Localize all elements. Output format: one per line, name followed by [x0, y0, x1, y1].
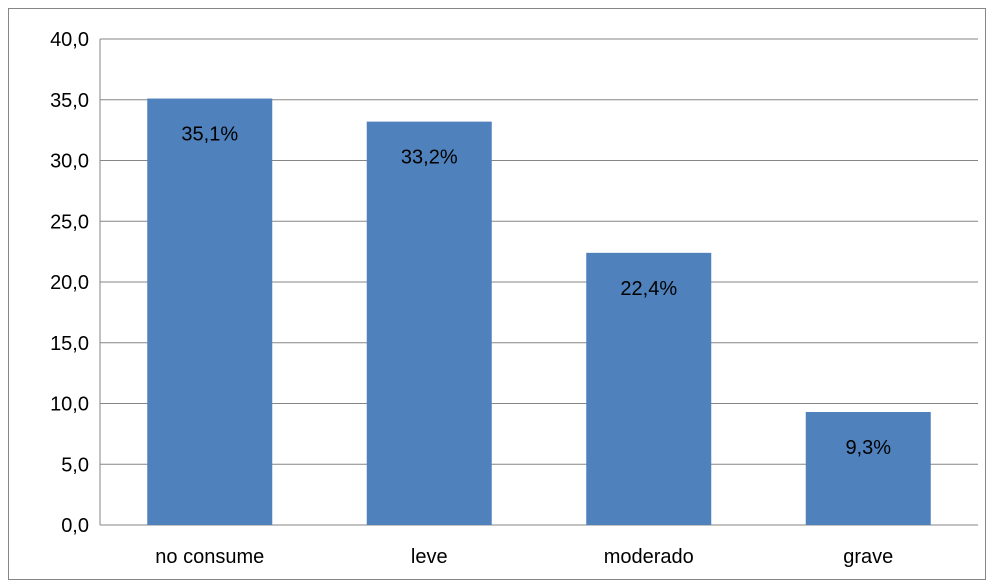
bar-leve [366, 121, 492, 526]
x-axis-categories: no consume leve moderado grave [155, 546, 893, 568]
bar-grave [805, 412, 931, 525]
bar-moderado [586, 252, 712, 525]
x-category-label: leve [411, 546, 448, 568]
data-label: 35,1% [181, 124, 238, 146]
y-tick-label: 5,0 [61, 454, 89, 476]
y-axis-ticks: 0,0 5,0 10,0 15,0 20,0 25,0 30,0 35,0 40,0 [50, 29, 89, 537]
x-category-label: moderado [604, 546, 694, 568]
y-tick-label: 0,0 [61, 515, 89, 537]
bar-no-consume [147, 98, 273, 525]
x-category-label: no consume [155, 546, 264, 568]
data-labels: 35,1% 33,2% 22,4% 9,3% [181, 124, 891, 459]
x-category-label: grave [843, 546, 893, 568]
y-tick-label: 25,0 [50, 211, 89, 233]
y-tick-label: 35,0 [50, 90, 89, 112]
y-tick-label: 20,0 [50, 272, 89, 294]
data-label: 22,4% [620, 278, 677, 300]
y-tick-label: 30,0 [50, 151, 89, 173]
y-tick-label: 10,0 [50, 394, 89, 416]
data-label: 33,2% [401, 147, 458, 169]
y-tick-label: 15,0 [50, 333, 89, 355]
y-tick-label: 40,0 [50, 29, 89, 51]
data-label: 9,3% [845, 437, 891, 459]
bars [147, 98, 931, 526]
